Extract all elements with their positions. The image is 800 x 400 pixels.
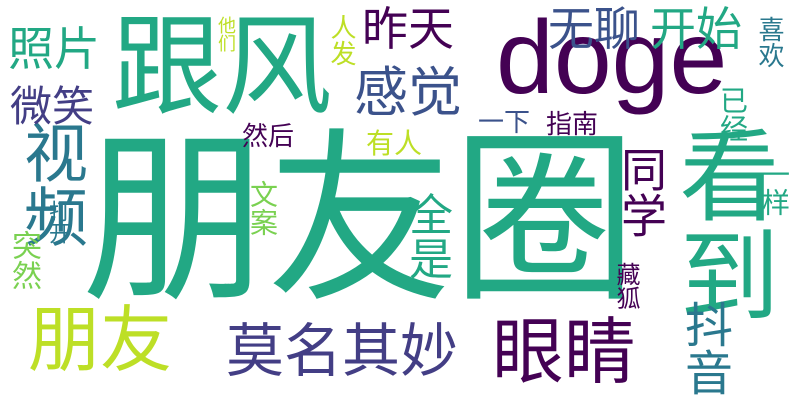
word-ganjue: 感觉 xyxy=(354,61,462,124)
word-zhaopian: 照片 xyxy=(8,22,100,76)
word-yijing: 已经 xyxy=(716,86,749,142)
word-dakai: 打开 xyxy=(45,200,70,244)
word-yiyang: 一样 xyxy=(758,160,791,216)
word-quanshi: 全是 xyxy=(401,192,452,280)
word-tongxue: 同学 xyxy=(614,146,668,238)
word-youren: 有人 xyxy=(366,127,423,160)
word-renfa: 人发 xyxy=(326,14,356,66)
word-kaishi: 开始 xyxy=(650,2,742,56)
word-wuliao: 无聊 xyxy=(548,2,640,56)
word-zhinan: 指南 xyxy=(546,110,599,140)
word-douyin: 抖音 xyxy=(676,300,732,396)
word-canghu: 藏狐 xyxy=(612,262,640,310)
word-tamen: 他们 xyxy=(215,16,236,52)
word-kandao: 看到 xyxy=(662,124,779,324)
word-xihuan: 喜欢 xyxy=(754,16,784,68)
word-shipin: 视频 xyxy=(13,120,87,248)
word-mingmingqimiao: 莫名其妙 xyxy=(226,317,459,385)
word-weixiao: 微笑 xyxy=(10,82,95,131)
word-genfeng: 跟风 xyxy=(112,3,332,131)
word-ranhou: 然后 xyxy=(242,122,295,152)
word-doge: doge xyxy=(496,0,728,116)
word-yixia: 一下 xyxy=(478,108,531,138)
word-yanjing: 眼睛 xyxy=(492,310,637,394)
word-zuotian: 昨天 xyxy=(362,2,454,56)
word-pengyouquan: 朋友圈 xyxy=(82,112,637,328)
word-wenan: 文案 xyxy=(246,180,279,236)
word-turan: 突然 xyxy=(6,230,41,290)
word-pengyou: 朋友 xyxy=(28,298,173,382)
